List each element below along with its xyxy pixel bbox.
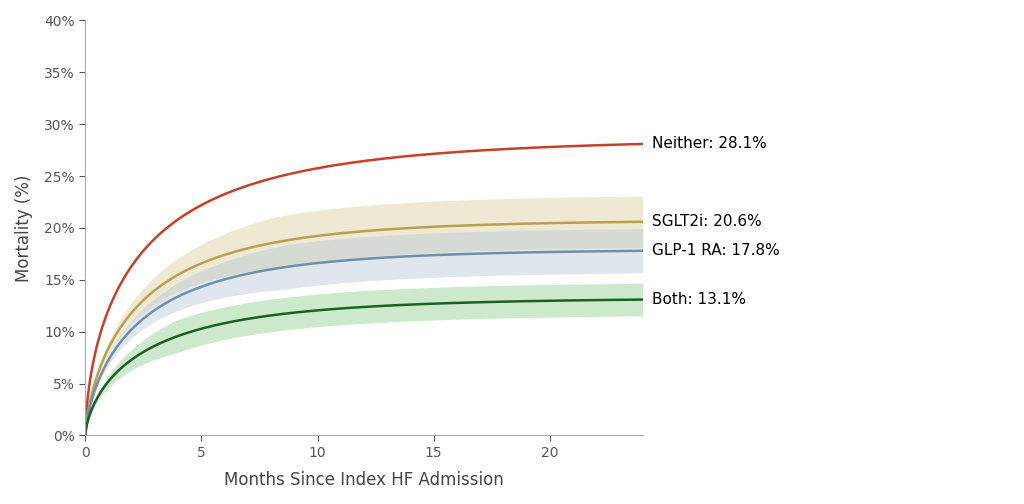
Text: SGLT2i: 20.6%: SGLT2i: 20.6% (652, 214, 762, 229)
Text: GLP-1 RA: 17.8%: GLP-1 RA: 17.8% (652, 243, 780, 259)
X-axis label: Months Since Index HF Admission: Months Since Index HF Admission (224, 471, 504, 489)
Y-axis label: Mortality (%): Mortality (%) (15, 174, 33, 282)
Text: Neither: 28.1%: Neither: 28.1% (652, 137, 767, 152)
Text: Both: 13.1%: Both: 13.1% (652, 292, 746, 307)
